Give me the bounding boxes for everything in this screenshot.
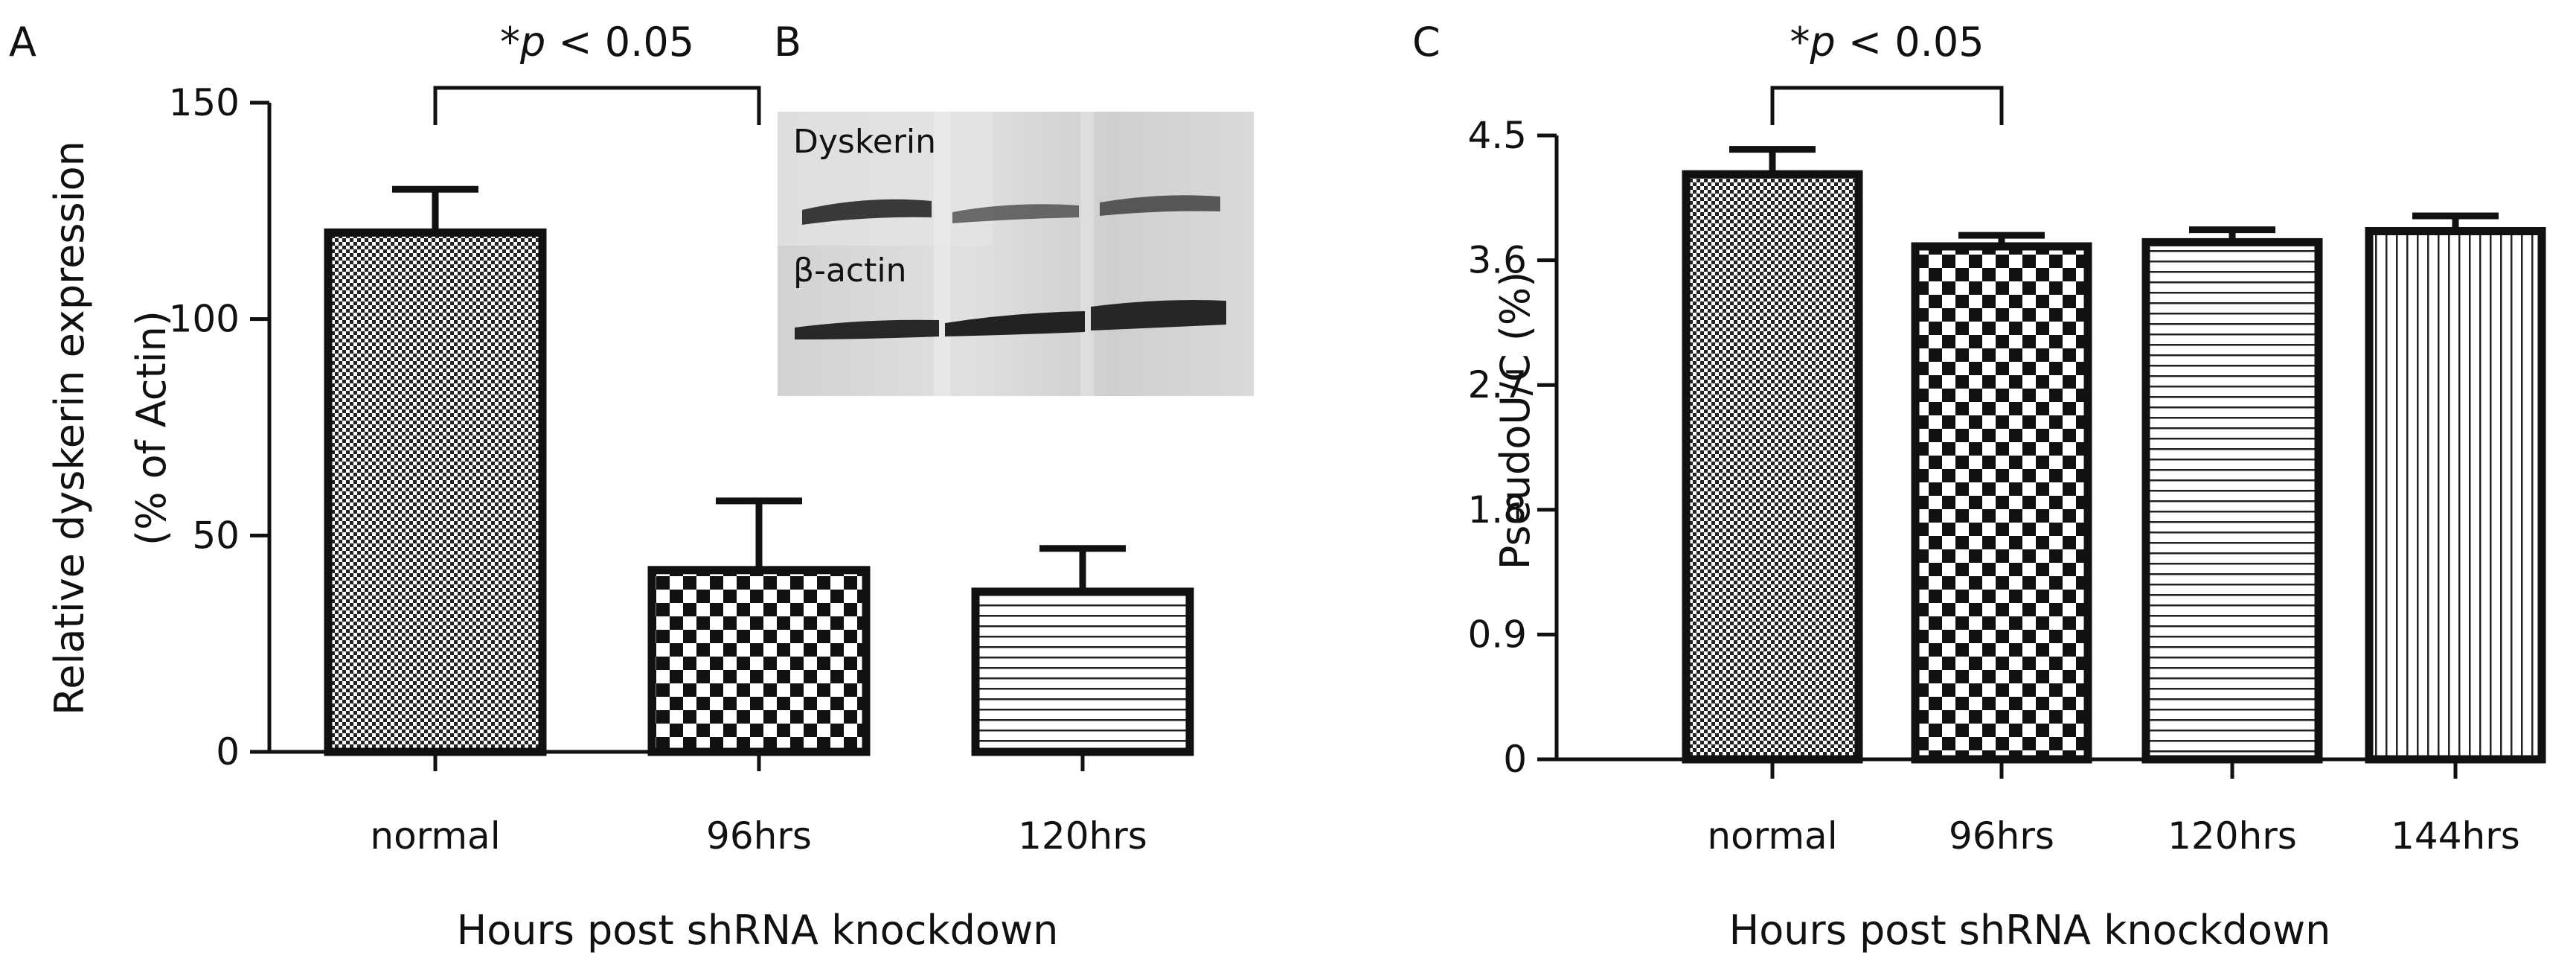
western-blot: Dyskerin β-actin [778,112,1254,396]
bar-144hrs [2365,226,2546,764]
chart-c-significance-label: *p < 0.05 [1790,19,1984,66]
panel-label-b: B [774,19,801,66]
x-tick-label: 144hrs [2391,814,2520,858]
dyskerin-band-96hrs [952,204,1079,223]
x-tick-label: normal [1707,814,1837,858]
y-tick-label: 0 [216,730,240,773]
y-tick-label: 1.8 [1467,488,1527,532]
blot-label-actin: β-actin [793,252,906,290]
bar-120hrs [971,587,1194,756]
blot-lane-gap [934,112,950,396]
y-tick-label: 150 [169,81,240,124]
significance-bracket [1770,86,2004,125]
panel-label-a: A [9,19,36,66]
x-tick-label: 96hrs [706,814,812,858]
y-tick-label: 2.7 [1467,363,1527,406]
bar-96hrs [1911,242,2092,764]
chart-a-significance: *p < 0.05 [433,19,761,125]
actin-band-normal [795,319,939,339]
dyskerin-band-120hrs [1100,195,1220,216]
x-tick-label: 120hrs [2168,814,2297,858]
bar-120hrs [2141,237,2323,764]
x-tick-label: normal [370,814,500,858]
chart-c-bars [1682,146,2546,764]
significance-bracket [433,86,761,125]
blot-lighter-region [778,112,993,246]
chart-a-x-axis-title: Hours post shRNA knockdown [457,907,1059,954]
y-tick-label: 0 [1503,738,1527,781]
chart-c-y-axis-title: PseudoU/C (%) [1492,272,1539,570]
y-tick-label: 3.6 [1467,239,1527,282]
chart-c-significance: *p < 0.05 [1770,19,2004,125]
actin-band-96hrs [945,311,1085,336]
chart-a-y-axis-title: Relative dyskerin expression [46,141,93,715]
blot-lane-gap [1080,112,1094,396]
dyskerin-band-normal [802,199,932,225]
chart-a-axes: 0 50 100 150 normal 96hrs 120hrs [169,81,1147,858]
bar-normal [324,228,547,756]
y-tick-label: 50 [192,514,240,557]
chart-a: 0 50 100 150 normal 96hrs 120hrs Relative dysk… [46,19,1194,954]
y-tick-label: 0.9 [1467,613,1527,656]
chart-a-significance-label: *p < 0.05 [500,19,694,66]
y-tick-label: 4.5 [1467,114,1527,157]
bar-96hrs [647,566,871,756]
panel-label-c: C [1412,19,1441,66]
chart-c-x-axis-title: Hours post shRNA knockdown [1729,907,2331,954]
blot-label-dyskerin: Dyskerin [793,123,936,161]
y-tick-label: 100 [169,298,240,341]
chart-c-axes: 0 0.9 1.8 2.7 3.6 4.5 normal 96hrs 120hrs 144hrs [1467,114,2519,858]
x-tick-label: 120hrs [1018,814,1147,858]
bar-normal [1682,170,1863,764]
actin-band-120hrs [1091,300,1226,331]
chart-a-y-axis-title-unit: (% of Actin) [128,310,175,546]
x-tick-label: 96hrs [1949,814,2054,858]
